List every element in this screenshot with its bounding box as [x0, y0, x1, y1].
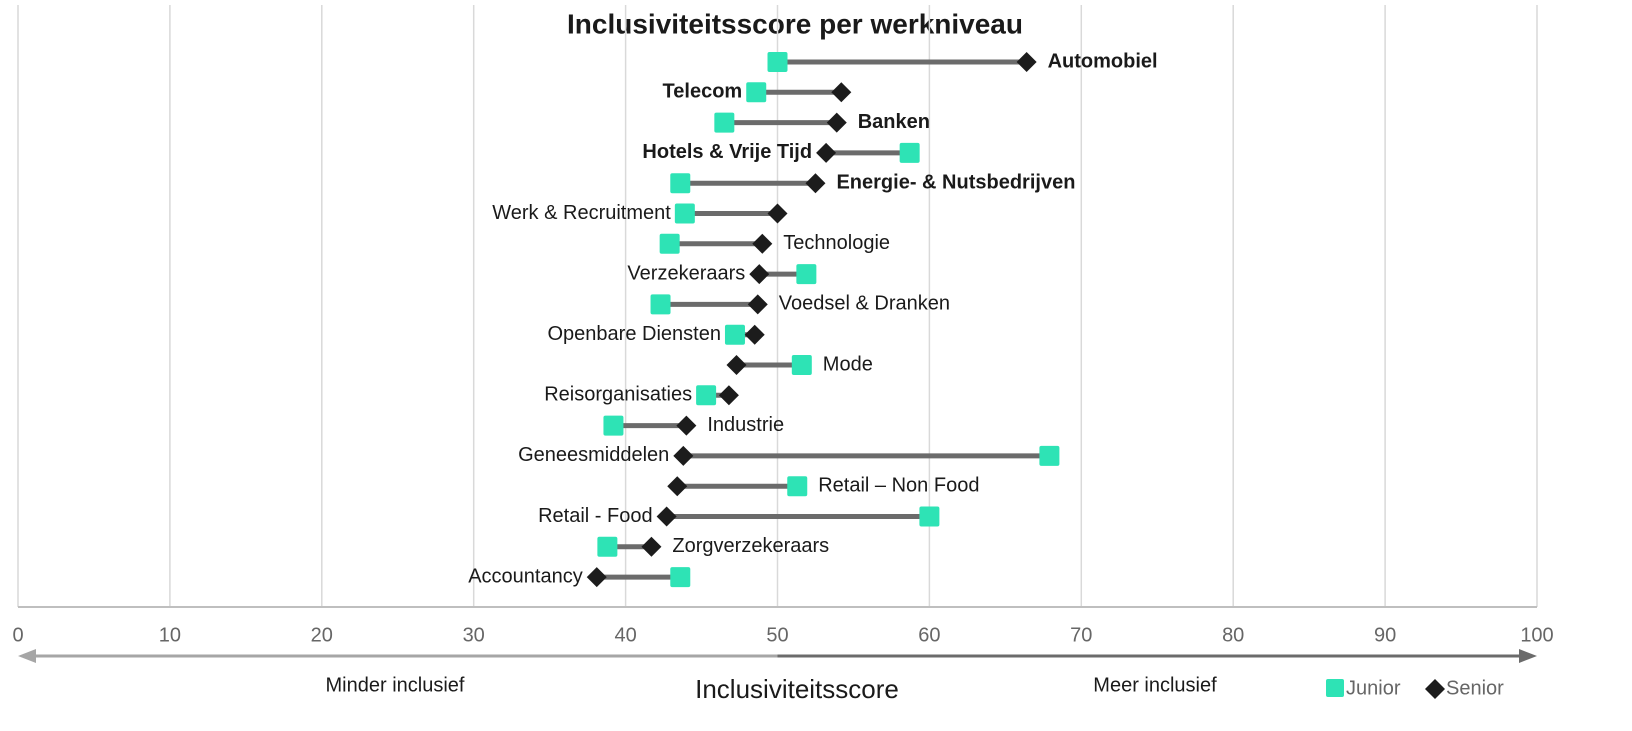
legend-marker [1326, 679, 1344, 697]
category-label: Hotels & Vrije Tijd [642, 141, 812, 163]
legend-marker [1425, 679, 1445, 699]
senior-marker [744, 324, 765, 345]
category-label: Retail - Food [538, 505, 653, 527]
x-tick-label: 50 [766, 624, 788, 646]
junior-marker [670, 173, 691, 194]
senior-marker [1016, 52, 1037, 72]
category-label: Zorgverzekeraars [672, 535, 829, 557]
chart-title: Inclusiviteitsscore per werkniveau [567, 8, 1023, 39]
x-tick-label: 60 [918, 624, 940, 646]
x-tick-label: 90 [1374, 624, 1396, 646]
category-label: Automobiel [1048, 50, 1158, 72]
senior-marker [673, 445, 694, 466]
category-label: Openbare Diensten [548, 323, 721, 345]
senior-marker [667, 476, 688, 497]
senior-marker [826, 112, 847, 133]
x-tick-label: 10 [159, 624, 181, 646]
junior-marker [899, 142, 920, 163]
junior-marker [767, 52, 788, 72]
x-tick-label: 20 [311, 624, 333, 646]
category-label: Geneesmiddelen [518, 444, 669, 466]
junior-marker [746, 82, 767, 103]
junior-marker [603, 415, 624, 436]
category-label: Werk & Recruitment [492, 202, 671, 224]
x-tick-label: 70 [1070, 624, 1092, 646]
senior-marker [718, 385, 739, 406]
legend-label: Senior [1446, 677, 1504, 699]
senior-marker [752, 233, 773, 254]
senior-marker [805, 173, 826, 194]
annotation: Meer inclusief [1093, 674, 1217, 696]
senior-marker [767, 203, 788, 224]
junior-marker [670, 567, 691, 588]
annotation: Minder inclusief [326, 674, 465, 696]
category-label: Energie- & Nutsbedrijven [836, 171, 1075, 193]
x-tick-label: 30 [463, 624, 485, 646]
senior-marker [656, 506, 677, 527]
x-tick-label: 80 [1222, 624, 1244, 646]
junior-marker [791, 355, 812, 375]
senior-marker [586, 567, 607, 588]
category-label: Technologie [783, 232, 890, 254]
category-label: Voedsel & Dranken [779, 293, 950, 315]
arrow-head [1519, 649, 1537, 663]
senior-marker [831, 82, 852, 103]
junior-marker [597, 536, 618, 557]
category-label: Industrie [707, 414, 784, 436]
category-label: Mode [823, 353, 873, 375]
senior-marker [641, 536, 662, 557]
x-tick-label: 0 [12, 624, 23, 646]
senior-marker [749, 264, 770, 285]
category-label: Telecom [663, 81, 743, 103]
junior-marker [696, 385, 717, 406]
senior-marker [676, 415, 697, 436]
junior-marker [919, 506, 940, 527]
category-label: Retail – Non Food [818, 474, 979, 496]
junior-marker [796, 264, 817, 285]
legend-label: Junior [1346, 677, 1401, 699]
junior-marker [1039, 445, 1060, 466]
junior-marker [787, 476, 808, 497]
category-label: Reisorganisaties [544, 384, 692, 406]
x-tick-label: 100 [1520, 624, 1553, 646]
senior-marker [726, 355, 747, 375]
x-axis-label: Inclusiviteitsscore [695, 674, 899, 704]
junior-marker [659, 233, 680, 254]
category-label: Banken [858, 111, 930, 133]
x-tick-label: 40 [614, 624, 636, 646]
senior-marker [816, 142, 837, 163]
junior-marker [674, 203, 695, 224]
junior-marker [724, 324, 745, 345]
category-label: Accountancy [468, 565, 583, 587]
senior-marker [747, 294, 768, 315]
arrow-head [18, 649, 36, 663]
junior-marker [650, 294, 671, 315]
junior-marker [714, 112, 735, 133]
category-label: Verzekeraars [627, 262, 745, 284]
